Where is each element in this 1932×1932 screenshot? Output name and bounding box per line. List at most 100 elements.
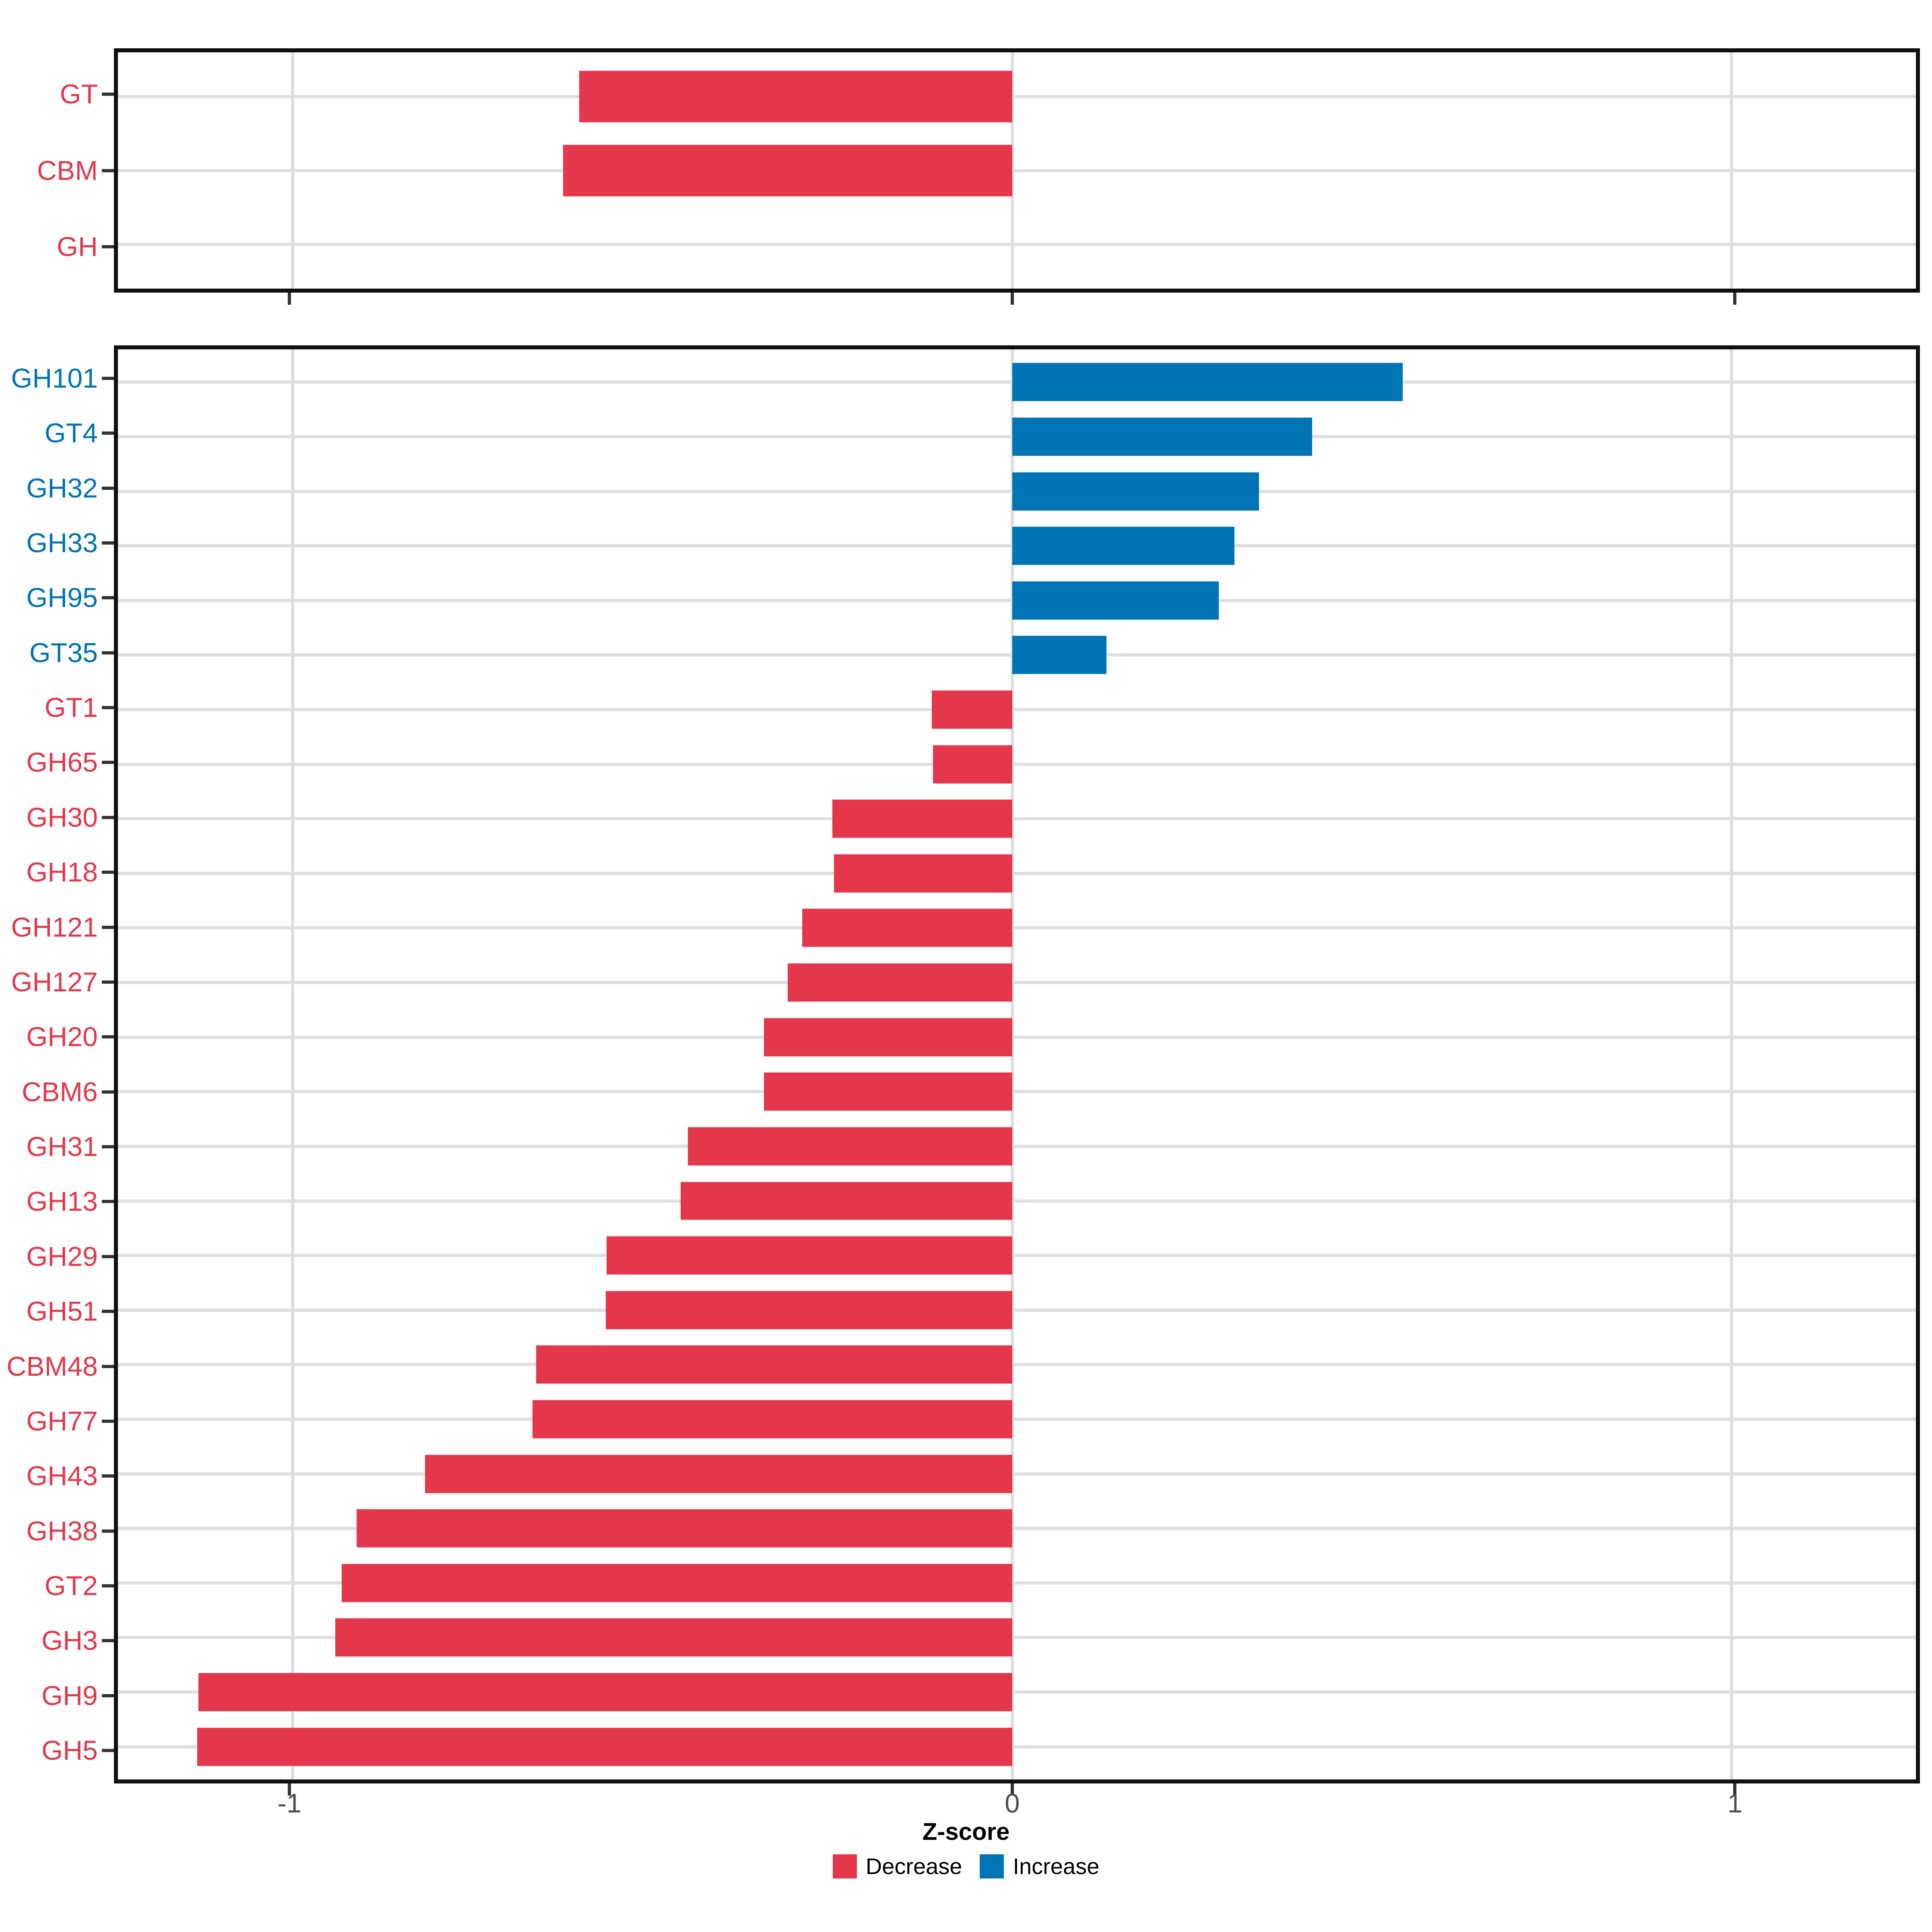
gridline: [118, 1144, 1916, 1148]
gridline: [118, 1745, 1916, 1748]
category-label: GH101: [11, 363, 98, 394]
gridline: [118, 95, 1916, 99]
summary-y-axis: GT CBM GH: [0, 48, 114, 293]
gridline: [118, 169, 1916, 172]
families-panel: GH101 GT4 GH32 GH33 GH95 GT35 GT1 GH65 GH30 GH18 G…: [0, 345, 1932, 1796]
category-label: CBM6: [22, 1076, 98, 1107]
y-axis-tick: [102, 1749, 114, 1752]
x-axis-tick: [288, 1783, 291, 1796]
category-label: GH43: [26, 1461, 98, 1492]
gridline: [118, 1527, 1916, 1530]
category-label: GH: [57, 231, 98, 262]
bar: [933, 745, 1012, 784]
gridline: [118, 817, 1916, 821]
gridline: [118, 1199, 1916, 1203]
summary-panel: GT CBM GH: [0, 48, 1932, 305]
gridline: [1730, 52, 1734, 289]
category-label: CBM48: [6, 1351, 98, 1382]
y-axis-tick: [102, 376, 114, 380]
category-label: GH51: [26, 1296, 98, 1327]
y-axis-tick: [102, 1474, 114, 1478]
bar: [764, 1018, 1012, 1057]
y-axis-tick: [102, 431, 114, 435]
y-axis-tick: [102, 1090, 114, 1094]
bar: [834, 854, 1012, 893]
category-label: GH13: [26, 1186, 98, 1217]
category-label: GH65: [26, 747, 98, 778]
category-label: GH29: [26, 1241, 98, 1272]
category-label: GT2: [44, 1571, 98, 1602]
decrease-swatch-icon: [832, 1854, 857, 1878]
summary-plot-area: [114, 48, 1920, 293]
x-axis-tick: [1010, 293, 1014, 305]
bar: [802, 909, 1012, 947]
y-axis-tick: [102, 761, 114, 764]
gridline: [118, 1090, 1916, 1094]
x-axis-title: Z-score: [922, 1818, 1010, 1845]
y-axis-tick: [102, 1529, 114, 1533]
category-label: GH18: [26, 857, 98, 888]
gridline: [291, 52, 295, 289]
category-label: GH33: [26, 527, 98, 558]
y-axis-tick: [102, 706, 114, 710]
bar: [532, 1400, 1012, 1439]
bar: [931, 690, 1012, 729]
legend-item-decrease: Decrease: [832, 1854, 962, 1878]
y-axis-tick: [102, 1200, 114, 1203]
families-plot-area: [114, 345, 1920, 1783]
bar: [605, 1291, 1012, 1329]
category-label: GH30: [26, 802, 98, 833]
category-label: GH5: [41, 1735, 98, 1766]
category-label: GH77: [26, 1406, 98, 1437]
bar: [788, 963, 1012, 1002]
y-axis-tick: [102, 1145, 114, 1149]
category-label: GH32: [26, 473, 98, 504]
gridline: [1010, 349, 1014, 1779]
y-axis-tick: [102, 1364, 114, 1368]
bar: [1012, 636, 1107, 674]
y-axis-tick: [102, 651, 114, 654]
y-axis-tick: [102, 1419, 114, 1423]
bar: [1012, 363, 1403, 401]
y-axis-tick: [102, 92, 114, 96]
gridline: [118, 871, 1916, 875]
x-axis-tick-label: -1: [277, 1788, 302, 1818]
y-axis-tick: [102, 980, 114, 984]
bar: [563, 144, 1012, 196]
y-axis-tick: [102, 1584, 114, 1588]
y-axis-tick: [102, 1255, 114, 1258]
gridline: [118, 1636, 1916, 1639]
legend-label-increase: Increase: [1013, 1854, 1100, 1879]
y-axis-tick: [102, 1694, 114, 1697]
summary-x-ticks: [114, 293, 1920, 305]
families-y-axis: GH101 GT4 GH32 GH33 GH95 GT35 GT1 GH65 GH30 GH18 G…: [0, 345, 114, 1783]
category-label: GH9: [41, 1680, 98, 1711]
gridline: [1010, 52, 1014, 289]
gridline: [118, 708, 1916, 712]
y-axis-tick: [102, 245, 114, 249]
category-label: GH31: [26, 1131, 98, 1162]
gridline: [1730, 349, 1734, 1779]
bar: [832, 799, 1012, 838]
y-axis-tick: [102, 815, 114, 819]
gridline: [291, 349, 295, 1779]
x-axis-tick: [288, 293, 291, 305]
category-label: GT: [60, 78, 98, 109]
gridline: [118, 926, 1916, 930]
bar: [764, 1072, 1012, 1111]
category-label: GH20: [26, 1022, 98, 1053]
x-axis-tick-label: 0: [1005, 1788, 1020, 1818]
category-label: GT4: [44, 418, 98, 449]
bar: [687, 1127, 1012, 1166]
category-label: GH38: [26, 1515, 98, 1546]
gridline: [118, 1308, 1916, 1312]
bar: [357, 1509, 1012, 1548]
y-axis-tick: [102, 486, 114, 490]
gridline: [118, 762, 1916, 766]
bar: [579, 70, 1012, 123]
bar: [606, 1236, 1012, 1275]
y-axis-tick: [102, 169, 114, 172]
bar: [198, 1673, 1012, 1711]
gridline: [118, 1035, 1916, 1039]
gridline: [118, 1581, 1916, 1585]
